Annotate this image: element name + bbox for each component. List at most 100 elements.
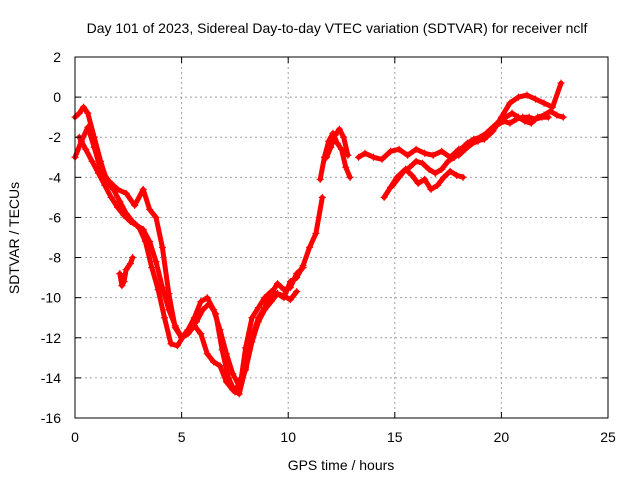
data-point	[216, 326, 224, 334]
data-point	[118, 282, 126, 290]
data-point	[446, 167, 454, 175]
data-point	[216, 362, 224, 370]
x-tick-label: 10	[280, 429, 296, 445]
data-point	[438, 147, 446, 155]
data-point	[500, 117, 508, 125]
data-point	[274, 290, 282, 298]
data-point	[425, 165, 433, 173]
x-tick-label: 20	[494, 429, 510, 445]
data-point	[299, 264, 307, 272]
data-point	[419, 159, 427, 167]
data-point	[254, 318, 262, 326]
data-point	[474, 137, 482, 145]
data-point	[355, 153, 363, 161]
data-point	[455, 151, 463, 159]
plot-frame	[74, 56, 609, 419]
data-point	[75, 109, 83, 117]
series-arc-9	[389, 165, 467, 193]
series-arc-2	[71, 123, 307, 398]
data-point	[158, 244, 166, 252]
data-point	[229, 386, 237, 394]
data-point	[190, 314, 198, 322]
data-point	[267, 290, 275, 298]
series-arc-1	[71, 103, 326, 396]
data-point	[532, 115, 540, 123]
data-point	[433, 181, 441, 189]
data-point	[487, 125, 495, 133]
data-point	[222, 350, 230, 358]
chart-title: Day 101 of 2023, Sidereal Day-to-day VTE…	[87, 20, 588, 36]
data-point	[84, 109, 92, 117]
data-point	[342, 163, 350, 171]
series-band	[72, 124, 306, 397]
data-point	[421, 149, 429, 157]
data-point	[506, 99, 514, 107]
data-point	[286, 284, 294, 292]
data-point	[412, 145, 420, 153]
data-point	[323, 153, 331, 161]
data-point	[139, 185, 147, 193]
y-tick-label: 2	[53, 49, 61, 65]
data-point	[267, 298, 275, 306]
data-point	[120, 211, 128, 219]
y-tick-labels: -16 -14 -12 -10 -8 -6 -4 -2 0 2	[41, 49, 61, 426]
data-point	[532, 95, 540, 103]
data-point	[333, 139, 341, 147]
data-point	[126, 217, 134, 225]
data-point	[440, 173, 448, 181]
data-point	[453, 171, 461, 179]
data-point	[248, 338, 256, 346]
data-point	[557, 79, 565, 87]
x-tick-label: 25	[600, 429, 616, 445]
data-point	[107, 193, 115, 201]
data-point	[94, 169, 102, 177]
data-point	[508, 109, 516, 117]
data-point	[514, 93, 522, 101]
data-point	[408, 171, 416, 179]
data-point	[316, 175, 324, 183]
data-point	[167, 340, 175, 348]
data-point	[369, 153, 377, 161]
series-arc-4	[116, 254, 137, 290]
data-point	[559, 113, 567, 121]
data-point	[161, 314, 169, 322]
data-point	[414, 179, 422, 187]
x-tick-label: 0	[71, 429, 79, 445]
y-axis-label: SDTVAR / TECUs	[6, 182, 22, 294]
data-point	[146, 238, 154, 246]
data-point	[88, 157, 96, 165]
data-point	[401, 165, 409, 173]
data-point	[493, 121, 501, 129]
y-tick-label: -4	[49, 169, 62, 185]
y-tick-label: -6	[49, 209, 62, 225]
series-band	[72, 104, 325, 395]
series-arc-10	[455, 113, 552, 159]
data-point	[459, 173, 467, 181]
series-band	[76, 134, 300, 389]
data-point	[126, 260, 134, 268]
y-tick-label: -8	[49, 250, 62, 266]
data-point	[222, 378, 230, 386]
data-point	[318, 193, 326, 201]
data-point	[203, 294, 211, 302]
data-point	[361, 149, 369, 157]
data-point	[338, 145, 345, 153]
data-point	[280, 286, 288, 294]
data-point	[210, 306, 218, 314]
data-point	[538, 113, 546, 121]
data-point	[158, 284, 166, 292]
y-tick-label: -10	[41, 290, 61, 306]
data-point	[506, 119, 514, 127]
data-point	[340, 133, 348, 141]
data-point	[114, 185, 122, 193]
data-point	[173, 342, 181, 350]
data-point	[389, 181, 397, 189]
data-point	[105, 177, 113, 185]
data-point	[461, 145, 469, 153]
data-point	[80, 103, 88, 111]
data-point	[312, 229, 320, 237]
grid	[75, 57, 608, 418]
data-point	[131, 201, 139, 209]
y-tick-label: -16	[41, 410, 61, 426]
data-point	[527, 119, 535, 127]
